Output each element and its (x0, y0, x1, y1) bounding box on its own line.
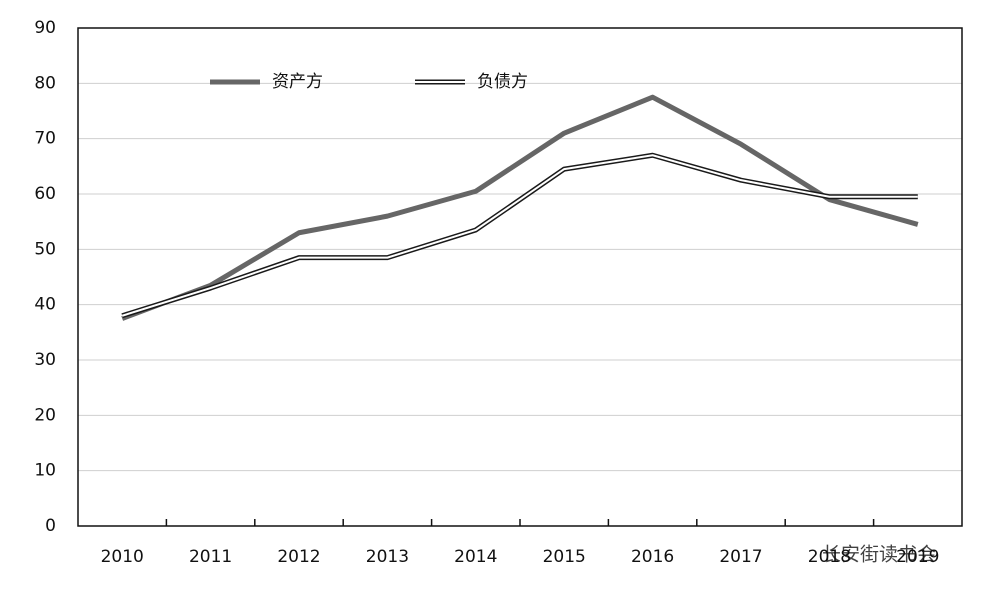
y-tick-label: 0 (45, 516, 56, 536)
y-tick-label: 60 (34, 184, 56, 204)
y-tick-label: 70 (34, 129, 56, 149)
legend-label: 负债方 (477, 72, 528, 92)
y-tick-label: 30 (34, 350, 56, 370)
x-tick-label: 2018 (808, 547, 851, 567)
y-tick-label: 50 (34, 239, 56, 259)
y-tick-label: 20 (34, 405, 56, 425)
x-tick-label: 2015 (543, 547, 586, 567)
y-tick-label: 80 (34, 73, 56, 93)
x-tick-label: 2010 (101, 547, 144, 567)
x-tick-label: 2012 (277, 547, 320, 567)
x-tick-label: 2017 (719, 547, 762, 567)
y-tick-label: 10 (34, 461, 56, 481)
series-line (121, 94, 919, 321)
x-tick-label: 2014 (454, 547, 497, 567)
series-line-inner (121, 154, 918, 317)
x-tick-label: 2019 (896, 547, 939, 567)
legend-label: 资产方 (272, 72, 323, 92)
y-tick-label: 40 (34, 295, 56, 315)
x-tick-label: 2011 (189, 547, 232, 567)
watermark: 长安街读书会 (822, 544, 936, 566)
y-tick-label: 90 (34, 18, 56, 38)
x-tick-label: 2016 (631, 547, 674, 567)
x-tick-label: 2013 (366, 547, 409, 567)
